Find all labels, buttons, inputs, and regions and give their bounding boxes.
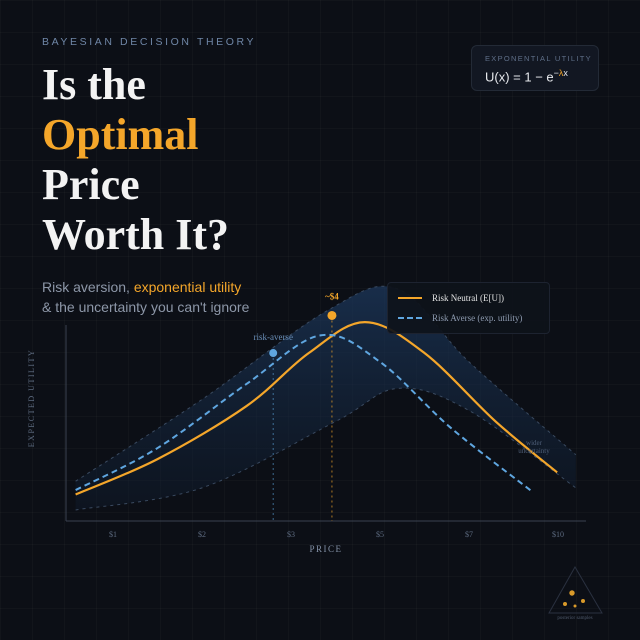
risk-averse-marker [269,349,278,358]
sample-dot [581,599,585,603]
subtitle-highlight: exponential utility [133,279,242,295]
badge-label: posterior samples [557,616,592,621]
risk-averse-label: risk-averse [253,332,292,342]
risk-neutral-line [75,320,558,496]
subtitle-text: Risk aversion, [42,279,134,295]
title-line: Worth It? [42,210,229,259]
formula-card: EXPONENTIAL UTILITY U(x) = 1 − e−λx [471,45,599,91]
formula-lambda: λ [558,68,564,78]
uncertainty-band [75,286,576,510]
triangle-badge-icon [548,565,603,614]
optimum-label: ~$4 [325,291,339,301]
legend-swatch-neutral [398,297,422,299]
page-title: Is the Optimal Price Worth It? [42,60,229,260]
x-tick-label: $2 [198,530,206,539]
sample-dot [569,590,575,596]
uncertainty-label: wider [526,439,543,447]
title-line: Price [42,160,140,209]
legend-label: Risk Averse (exp. utility) [432,313,523,323]
x-tick-label: $5 [376,530,384,539]
x-tick-label: $7 [465,530,473,539]
band-upper-bound [75,285,577,482]
chart-legend: Risk Neutral (E[U]) Risk Averse (exp. ut… [387,282,550,334]
x-tick-label: $1 [109,530,117,539]
x-tick-label: $10 [552,530,564,539]
optimum-marker [327,310,337,320]
x-axis-label: PRICE [309,544,342,554]
formula-exp-x: x [563,68,568,78]
subtitle-text: & the uncertainty you can't ignore [42,299,250,315]
kicker: BAYESIAN DECISION THEORY [42,36,257,48]
x-tick-label: $3 [287,530,295,539]
formula-exp-minus: − [553,68,559,78]
formula-lhs: U(x) = 1 − e [485,69,554,85]
title-line: Is the [42,60,146,109]
formula-equation: U(x) = 1 − e−λx [485,68,568,84]
legend-label: Risk Neutral (E[U]) [432,293,504,303]
sample-dot [573,604,577,608]
sample-dot [563,602,567,606]
y-axis-label: EXPECTED UTILITY [27,349,36,447]
legend-swatch-averse [398,317,422,319]
band-lower-bound [75,387,577,511]
uncertainty-label: uncertainty [518,447,550,455]
subtitle: Risk aversion, exponential utility & the… [42,277,249,317]
title-highlight: Optimal [42,110,199,159]
risk-averse-line [75,333,534,494]
formula-label: EXPONENTIAL UTILITY [485,54,592,63]
